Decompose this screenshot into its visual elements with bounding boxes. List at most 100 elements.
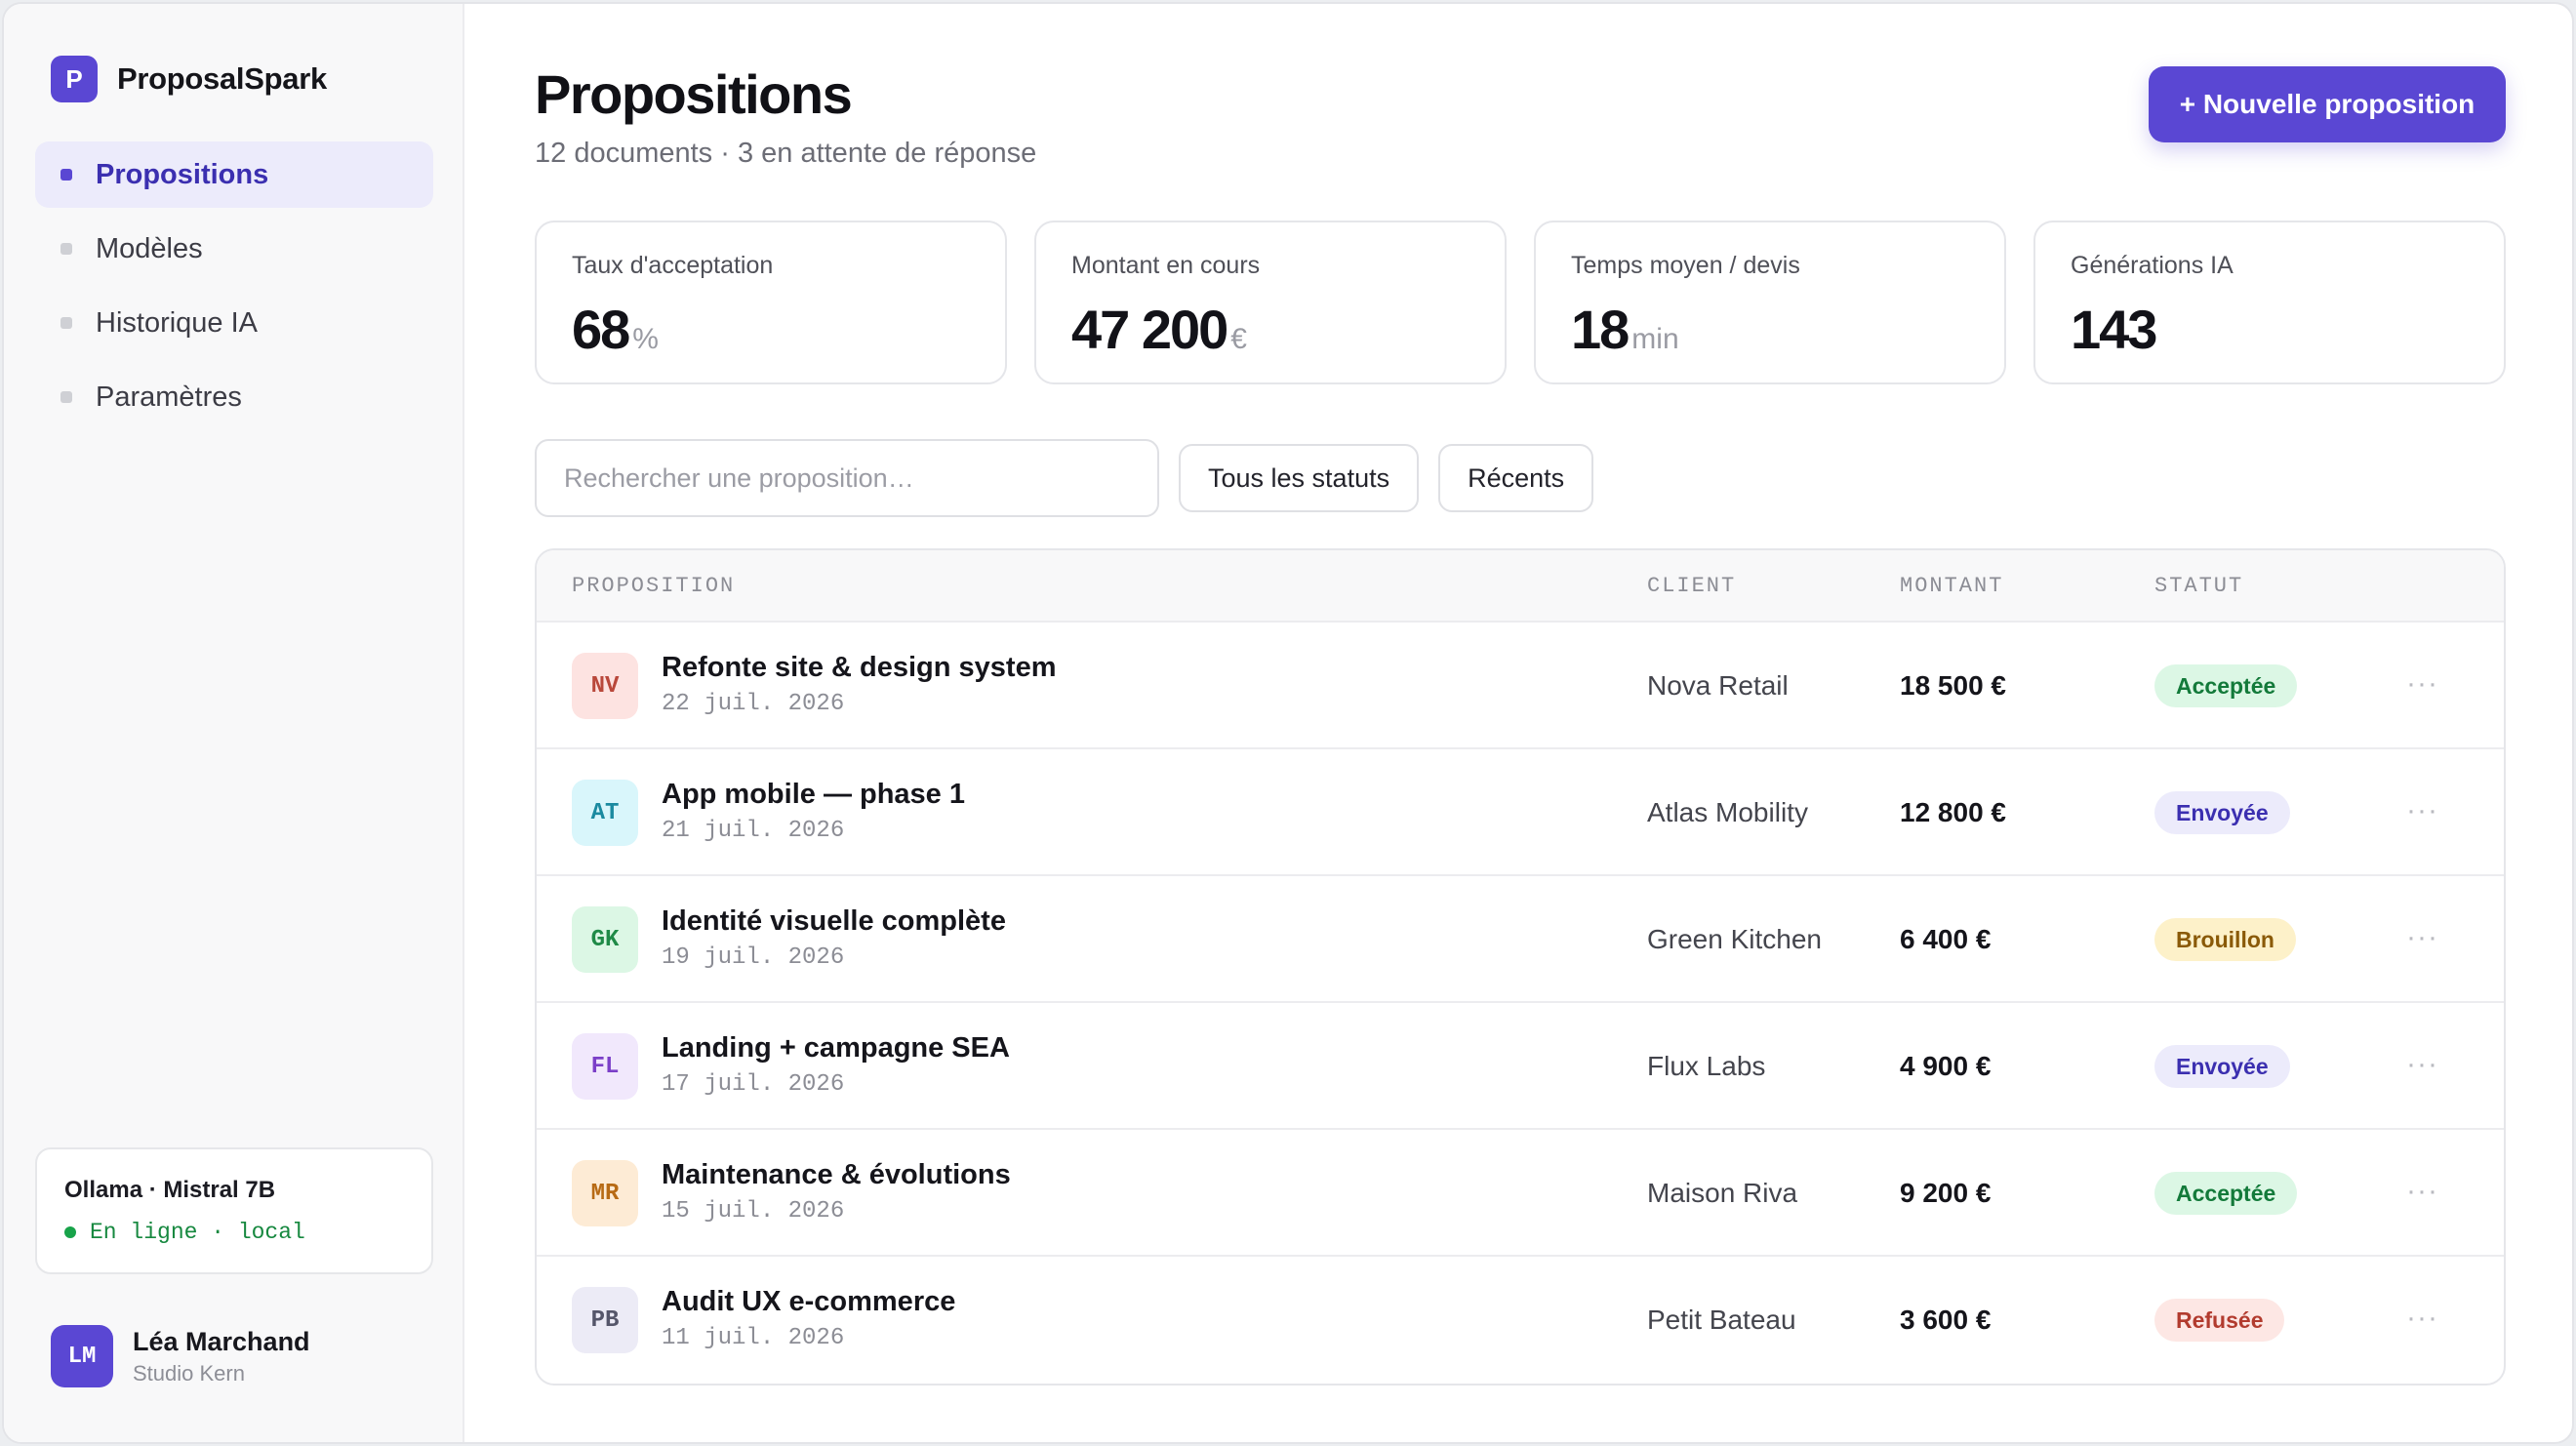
status-badge: Envoyée (2154, 1045, 2290, 1088)
bullet-icon (60, 317, 72, 329)
sidebar-item-historique-ia[interactable]: Historique IA (35, 290, 433, 356)
proposal-title[interactable]: App mobile — phase 1 (662, 779, 965, 810)
sidebar-nav: Propositions Modèles Historique IA Param… (35, 141, 433, 438)
brand[interactable]: P ProposalSpark (51, 56, 327, 102)
main-content: Propositions 12 documents · 3 en attente… (464, 4, 2572, 1442)
sidebar-item-modeles[interactable]: Modèles (35, 216, 433, 282)
avatar: LM (51, 1325, 113, 1387)
client-name: Petit Bateau (1647, 1305, 1796, 1335)
column-header-client[interactable]: CLIENT (1647, 574, 1737, 598)
page-title: Propositions (535, 63, 853, 125)
sidebar-item-propositions[interactable]: Propositions (35, 141, 433, 208)
kpi-unit: % (632, 323, 659, 355)
proposal-title[interactable]: Audit UX e-commerce (662, 1286, 956, 1317)
client-name: Nova Retail (1647, 670, 1789, 701)
search-input[interactable] (535, 439, 1159, 517)
kpi-value: 18 min (1571, 298, 2004, 361)
new-proposal-button[interactable]: + Nouvelle proposition (2149, 66, 2506, 142)
model-status-card: Ollama · Mistral 7B En ligne · local (35, 1147, 433, 1274)
proposal-amount: 12 800 € (1900, 797, 2006, 827)
kpi-value: 68% (572, 298, 1005, 361)
sidebar-item-label: Modèles (96, 232, 203, 264)
kpi-unit: € (1230, 323, 1247, 355)
kpi-number: 68 (572, 299, 630, 360)
client-initials-icon: PB (572, 1287, 638, 1353)
proposal-amount: 6 400 € (1900, 924, 1992, 954)
more-options-icon[interactable]: ··· (2406, 921, 2438, 953)
more-options-icon[interactable]: ··· (2406, 667, 2438, 700)
model-status-text: En ligne · local (90, 1220, 305, 1245)
sort-button[interactable]: Récents (1438, 444, 1594, 512)
more-options-icon[interactable]: ··· (2406, 1175, 2438, 1207)
table-row[interactable]: AT App mobile — phase 1 21 juil. 2026 At… (537, 749, 2504, 876)
more-options-icon[interactable]: ··· (2406, 1048, 2438, 1080)
kpi-number: 18 (1571, 299, 1630, 360)
client-name: Flux Labs (1647, 1051, 1766, 1081)
column-header-proposition[interactable]: PROPOSITION (572, 574, 736, 598)
client-initials-icon: AT (572, 780, 638, 846)
client-name: Green Kitchen (1647, 924, 1822, 954)
brand-logo-icon: P (51, 56, 98, 102)
bullet-icon (60, 243, 72, 255)
status-badge: Envoyée (2154, 791, 2290, 834)
client-name: Maison Riva (1647, 1178, 1798, 1208)
model-name: Ollama · Mistral 7B (64, 1177, 276, 1203)
kpi-number: 143 (2071, 299, 2157, 360)
table-row[interactable]: NV Refonte site & design system 22 juil.… (537, 623, 2504, 749)
status-badge: Acceptée (2154, 664, 2298, 707)
table-row[interactable]: FL Landing + campagne SEA 17 juil. 2026 … (537, 1003, 2504, 1130)
kpi-unit: min (1631, 323, 1679, 355)
user-info: Léa Marchand Studio Kern (133, 1327, 310, 1386)
status-badge: Refusée (2154, 1299, 2285, 1342)
model-status: En ligne · local (64, 1220, 431, 1245)
sidebar-item-parametres[interactable]: Paramètres (35, 364, 433, 430)
user-org: Studio Kern (133, 1360, 245, 1386)
kpi-card-ai-generations: Générations IA 143 (2033, 221, 2506, 384)
table-header: PROPOSITION CLIENT MONTANT STATUT (537, 550, 2504, 623)
online-dot-icon (64, 1226, 76, 1238)
proposal-date: 21 juil. 2026 (662, 818, 845, 844)
client-initials-icon: NV (572, 653, 638, 719)
proposal-date: 11 juil. 2026 (662, 1325, 845, 1351)
kpi-label: Montant en cours (1071, 252, 1261, 279)
table-row[interactable]: GK Identité visuelle complète 19 juil. 2… (537, 876, 2504, 1003)
client-initials-icon: GK (572, 906, 638, 973)
kpi-label: Temps moyen / devis (1571, 252, 1800, 279)
user-profile[interactable]: LM Léa Marchand Studio Kern (51, 1325, 310, 1387)
proposal-date: 22 juil. 2026 (662, 691, 845, 717)
proposals-table: PROPOSITION CLIENT MONTANT STATUT NV Ref… (535, 548, 2506, 1386)
table-body: NV Refonte site & design system 22 juil.… (537, 623, 2504, 1384)
more-options-icon[interactable]: ··· (2406, 794, 2438, 826)
kpi-row: Taux d'acceptation 68% Montant en cours … (535, 221, 2506, 384)
kpi-card-acceptance: Taux d'acceptation 68% (535, 221, 1007, 384)
proposal-amount: 18 500 € (1900, 670, 2006, 701)
proposal-title[interactable]: Maintenance & évolutions (662, 1159, 1011, 1190)
proposal-amount: 9 200 € (1900, 1178, 1992, 1208)
proposal-title[interactable]: Landing + campagne SEA (662, 1032, 1010, 1064)
proposal-date: 15 juil. 2026 (662, 1198, 845, 1225)
client-name: Atlas Mobility (1647, 797, 1808, 827)
brand-name: ProposalSpark (117, 61, 327, 96)
table-row[interactable]: PB Audit UX e-commerce 11 juil. 2026 Pet… (537, 1257, 2504, 1384)
page-subtitle: 12 documents · 3 en attente de réponse (535, 138, 1037, 169)
sidebar-item-label: Paramètres (96, 381, 242, 413)
column-header-status[interactable]: STATUT (2154, 574, 2244, 598)
kpi-number: 47 200 (1071, 299, 1228, 360)
filter-bar: Tous les statuts Récents (535, 439, 1594, 517)
column-header-amount[interactable]: MONTANT (1900, 574, 2004, 598)
kpi-card-amount: Montant en cours 47 200 € (1034, 221, 1507, 384)
proposal-title[interactable]: Refonte site & design system (662, 652, 1057, 683)
table-row[interactable]: MR Maintenance & évolutions 15 juil. 202… (537, 1130, 2504, 1257)
more-options-icon[interactable]: ··· (2406, 1302, 2438, 1334)
kpi-label: Générations IA (2071, 252, 2234, 279)
sidebar-item-label: Historique IA (96, 306, 259, 339)
proposal-date: 19 juil. 2026 (662, 944, 845, 971)
kpi-value: 47 200 € (1071, 298, 1505, 361)
status-badge: Brouillon (2154, 918, 2296, 961)
status-filter-button[interactable]: Tous les statuts (1179, 444, 1420, 512)
proposal-amount: 4 900 € (1900, 1051, 1992, 1081)
proposal-title[interactable]: Identité visuelle complète (662, 905, 1006, 937)
kpi-card-avg-time: Temps moyen / devis 18 min (1534, 221, 2006, 384)
bullet-icon (60, 391, 72, 403)
